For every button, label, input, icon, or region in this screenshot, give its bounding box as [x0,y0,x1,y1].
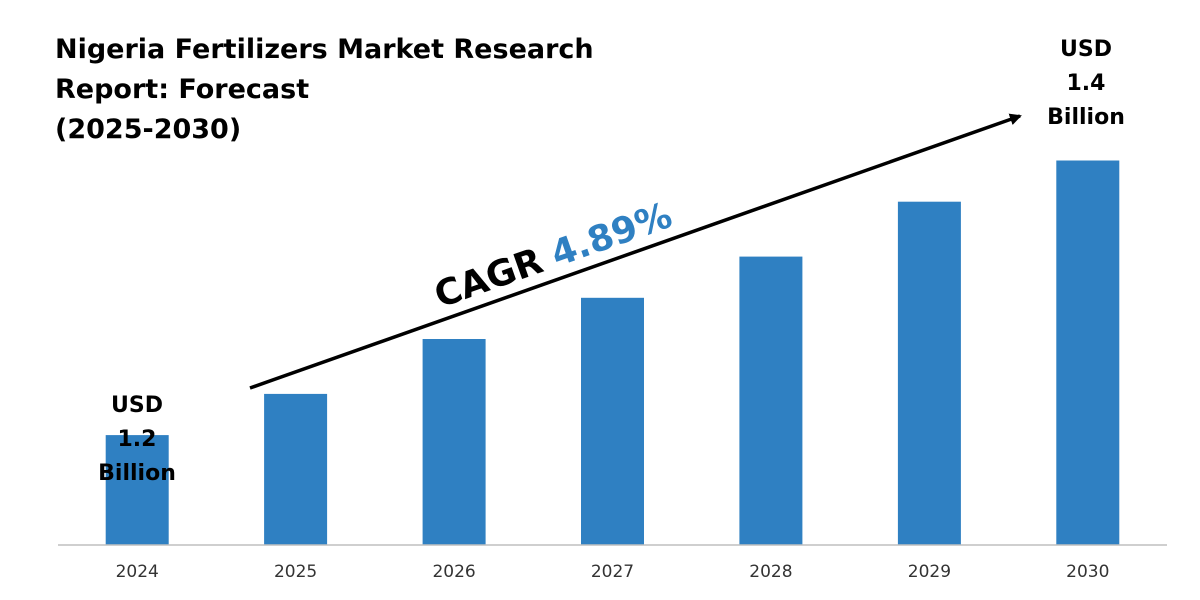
x-tick-2027: 2027 [591,562,634,582]
bar-2024 [105,435,169,545]
x-tick-2030: 2030 [1066,562,1109,582]
bar-2030 [1056,160,1120,545]
growth-arrow [249,113,1022,390]
bars-layer [105,160,1120,545]
x-tick-2025: 2025 [274,562,317,582]
cagr-value: 4.89% [546,195,677,275]
chart-title: Nigeria Fertilizers Market Research Repo… [55,34,594,145]
bar-2025 [264,393,328,545]
end-label-line-2: 1.4 [1067,71,1106,96]
x-tick-2028: 2028 [749,562,792,582]
end-label-line-1: USD [1060,37,1112,62]
start-value-label: USD 1.2 Billion [98,393,176,486]
bar-2029 [897,201,961,545]
bar-2026 [422,339,486,545]
x-tick-2026: 2026 [432,562,475,582]
bar-2028 [739,256,803,545]
start-label-line-2: 1.2 [118,427,157,452]
title-line-3: (2025-2030) [55,114,241,145]
title-line-1: Nigeria Fertilizers Market Research [55,34,594,65]
x-tick-2029: 2029 [908,562,951,582]
end-label-line-3: Billion [1047,105,1125,130]
bar-2027 [581,297,644,545]
start-label-line-1: USD [111,393,163,418]
x-axis-ticks: 2024 2025 2026 2027 2028 2029 2030 [116,562,1110,582]
title-line-2: Report: Forecast [55,74,309,105]
x-tick-2024: 2024 [116,562,159,582]
start-label-line-3: Billion [98,461,176,486]
end-value-label: USD 1.4 Billion [1047,37,1125,130]
